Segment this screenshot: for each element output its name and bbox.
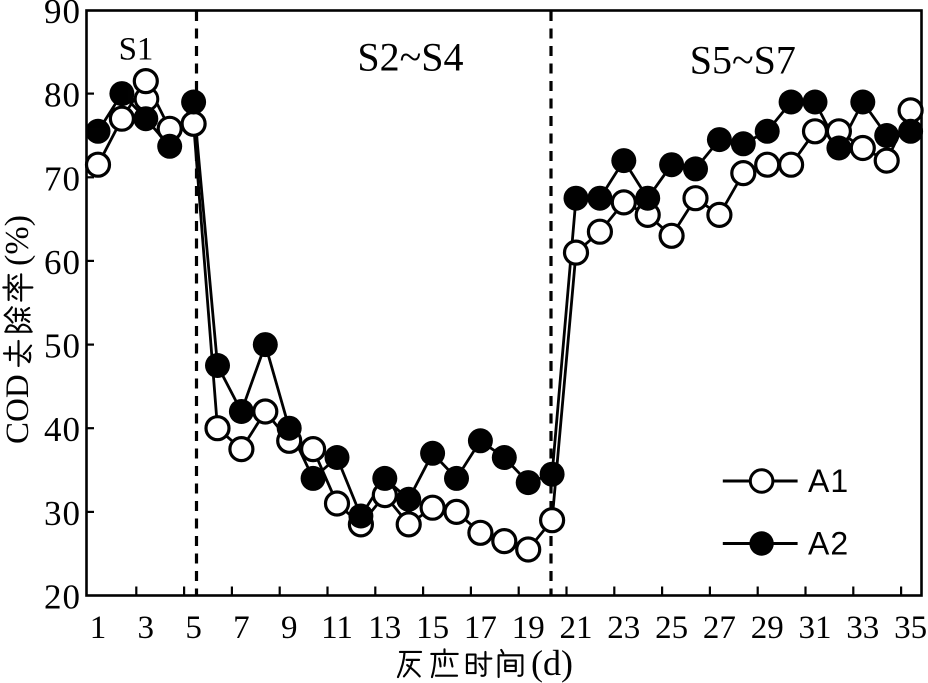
svg-text:7: 7 <box>233 610 250 646</box>
svg-text:35: 35 <box>894 610 927 646</box>
svg-text:A2: A2 <box>808 526 849 562</box>
svg-text:A1: A1 <box>808 463 849 499</box>
svg-text:50: 50 <box>44 327 81 366</box>
svg-text:(d): (d) <box>531 643 573 683</box>
svg-text:COD: COD <box>0 374 36 444</box>
svg-text:90: 90 <box>44 0 81 31</box>
svg-text:17: 17 <box>464 610 497 646</box>
svg-text:(%): (%) <box>0 215 36 266</box>
svg-text:11: 11 <box>321 610 353 646</box>
svg-text:40: 40 <box>44 410 81 449</box>
svg-text:S5~S7: S5~S7 <box>690 38 796 83</box>
svg-text:29: 29 <box>751 610 784 646</box>
svg-text:31: 31 <box>799 610 832 646</box>
svg-text:70: 70 <box>44 159 81 198</box>
svg-text:5: 5 <box>185 610 202 646</box>
svg-text:25: 25 <box>655 610 688 646</box>
svg-text:27: 27 <box>703 610 736 646</box>
svg-text:15: 15 <box>416 610 449 646</box>
svg-text:S1: S1 <box>119 32 154 68</box>
svg-text:S2~S4: S2~S4 <box>357 35 463 80</box>
svg-text:9: 9 <box>281 610 298 646</box>
svg-text:20: 20 <box>44 578 81 617</box>
svg-text:13: 13 <box>368 610 401 646</box>
svg-text:33: 33 <box>846 610 879 646</box>
svg-text:80: 80 <box>44 76 81 115</box>
svg-text:1: 1 <box>90 610 107 646</box>
svg-text:19: 19 <box>512 610 545 646</box>
svg-text:23: 23 <box>607 610 640 646</box>
svg-text:30: 30 <box>44 494 81 533</box>
svg-text:21: 21 <box>560 610 593 646</box>
svg-text:60: 60 <box>44 243 81 282</box>
svg-text:3: 3 <box>138 610 155 646</box>
